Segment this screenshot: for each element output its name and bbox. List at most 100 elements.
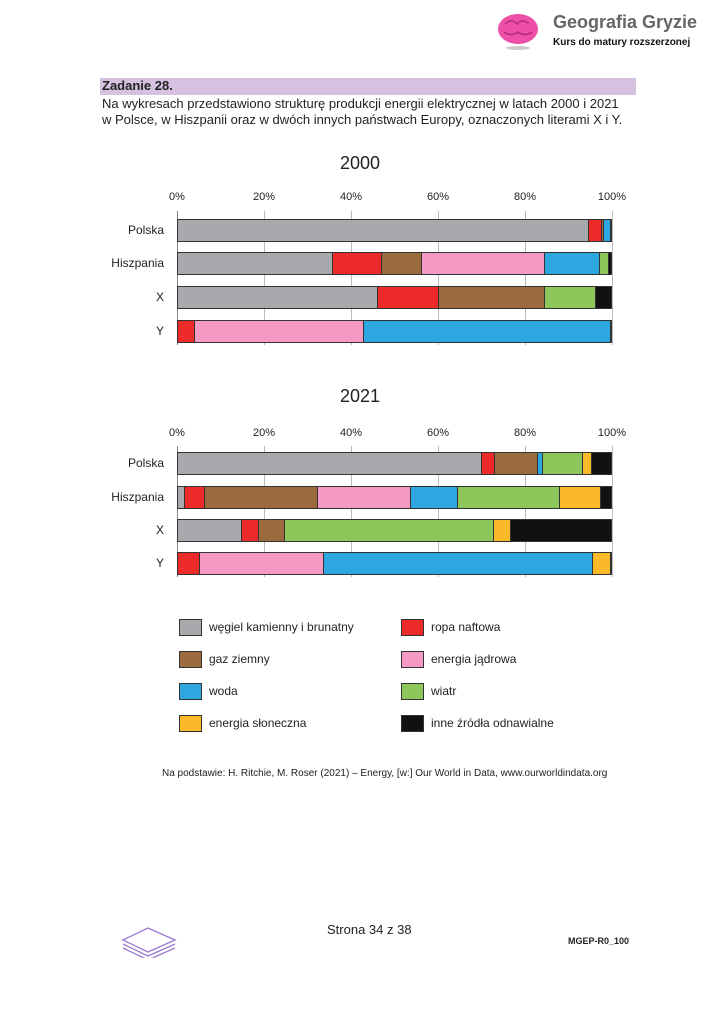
cke-stack-icon <box>121 927 177 958</box>
bar-segment <box>421 252 545 275</box>
gridline <box>177 446 178 577</box>
legend-label: węgiel kamienny i brunatny <box>209 620 354 634</box>
gridline <box>612 211 613 345</box>
bar-segment <box>410 486 458 509</box>
bar-segment <box>364 320 612 343</box>
bar-segment <box>591 452 612 475</box>
legend-swatch <box>401 715 424 732</box>
x-tick-label: 0% <box>169 427 185 439</box>
category-label: Y <box>155 324 164 338</box>
gridline <box>525 211 526 345</box>
legend-swatch <box>179 715 202 732</box>
brand-title: Geografia Gryzie <box>553 12 698 32</box>
gridline <box>264 211 265 345</box>
bar-segment <box>601 219 605 242</box>
bar-segment <box>482 452 496 475</box>
legend-swatch <box>401 619 424 636</box>
brand-subtitle: Kurs do matury rozszerzonej <box>553 37 691 48</box>
bar-segment <box>177 219 590 242</box>
x-tick-label: 0% <box>169 191 185 203</box>
category-label: Polska <box>127 456 164 470</box>
legend-label: gaz ziemny <box>209 652 270 666</box>
bar-segment <box>543 452 583 475</box>
task-intro-line2: w Polsce, w Hiszpanii oraz w dwóch innyc… <box>102 112 623 127</box>
legend-label: woda <box>209 684 238 698</box>
bar-segment <box>194 320 365 343</box>
category-label: X <box>155 523 164 537</box>
x-tick-label: 20% <box>252 427 276 439</box>
x-tick-label: 40% <box>339 191 363 203</box>
bar-segment <box>177 486 186 509</box>
legend-label: ropa naftowa <box>431 620 501 634</box>
x-tick-label: 100% <box>597 191 627 203</box>
bar-segment <box>242 519 259 542</box>
bar-segment <box>185 486 206 509</box>
bar-segment <box>601 486 612 509</box>
bar-segment <box>599 252 609 275</box>
category-label: Polska <box>127 223 164 237</box>
brain-icon <box>498 14 538 50</box>
bar-segment <box>611 320 613 343</box>
bar-segment <box>589 219 602 242</box>
legend-label: inne źródła odnawialne <box>431 716 554 730</box>
gridline <box>264 446 265 577</box>
x-tick-label: 60% <box>426 427 450 439</box>
bar-segment <box>604 219 612 242</box>
x-tick-label: 60% <box>426 191 450 203</box>
bar-segment <box>332 252 382 275</box>
category-label: Y <box>155 556 164 570</box>
bar-segment <box>458 486 560 509</box>
source-note: Na podstawie: H. Ritchie, M. Roser (2021… <box>162 768 608 779</box>
bar-segment <box>177 519 243 542</box>
bar-segment <box>205 486 319 509</box>
x-tick-label: 20% <box>252 191 276 203</box>
bar-segment <box>544 252 600 275</box>
bar-segment <box>559 486 602 509</box>
category-label: Hiszpania <box>111 256 164 270</box>
gridline <box>525 446 526 577</box>
exam-code: MGEP-R0_100 <box>568 936 630 946</box>
bar-segment <box>537 452 544 475</box>
category-label: X <box>155 290 164 304</box>
bar-segment <box>177 320 195 343</box>
legend-label: energia jądrowa <box>431 652 517 666</box>
x-tick-label: 40% <box>339 427 363 439</box>
legend-label: wiatr <box>431 684 457 698</box>
bar-segment <box>611 219 613 242</box>
gridline <box>438 211 439 345</box>
task-intro-line1: Na wykresach przedstawiono strukturę pro… <box>102 96 619 111</box>
bar-segment <box>495 452 538 475</box>
gridline <box>612 446 613 577</box>
bar-segment <box>608 252 612 275</box>
legend-label: energia słoneczna <box>209 716 307 730</box>
bar-segment <box>177 552 201 575</box>
x-tick-label: 80% <box>513 427 537 439</box>
category-label: Hiszpania <box>111 490 164 504</box>
legend-swatch <box>179 651 202 668</box>
legend-swatch <box>401 651 424 668</box>
bar-segment <box>324 552 593 575</box>
bar-segment <box>545 286 596 309</box>
task-header-bar <box>100 78 636 95</box>
bar-segment <box>595 286 612 309</box>
bar-segment <box>611 552 613 575</box>
legend-swatch <box>401 683 424 700</box>
task-title: Zadanie 28. <box>102 78 173 93</box>
legend-swatch <box>179 683 202 700</box>
x-tick-label: 100% <box>597 427 627 439</box>
bar-segment <box>177 252 333 275</box>
page-number: Strona 34 z 38 <box>327 922 412 937</box>
gridline <box>351 446 352 577</box>
bar-segment <box>381 252 422 275</box>
bar-segment <box>511 519 612 542</box>
bar-segment <box>177 286 379 309</box>
bar-segment <box>493 519 512 542</box>
chart-title: 2000 <box>339 153 381 173</box>
bar-segment <box>177 452 483 475</box>
bar-segment <box>258 519 286 542</box>
gridline <box>351 211 352 345</box>
x-tick-label: 80% <box>513 191 537 203</box>
bar-segment <box>200 552 325 575</box>
bar-segment <box>438 286 546 309</box>
